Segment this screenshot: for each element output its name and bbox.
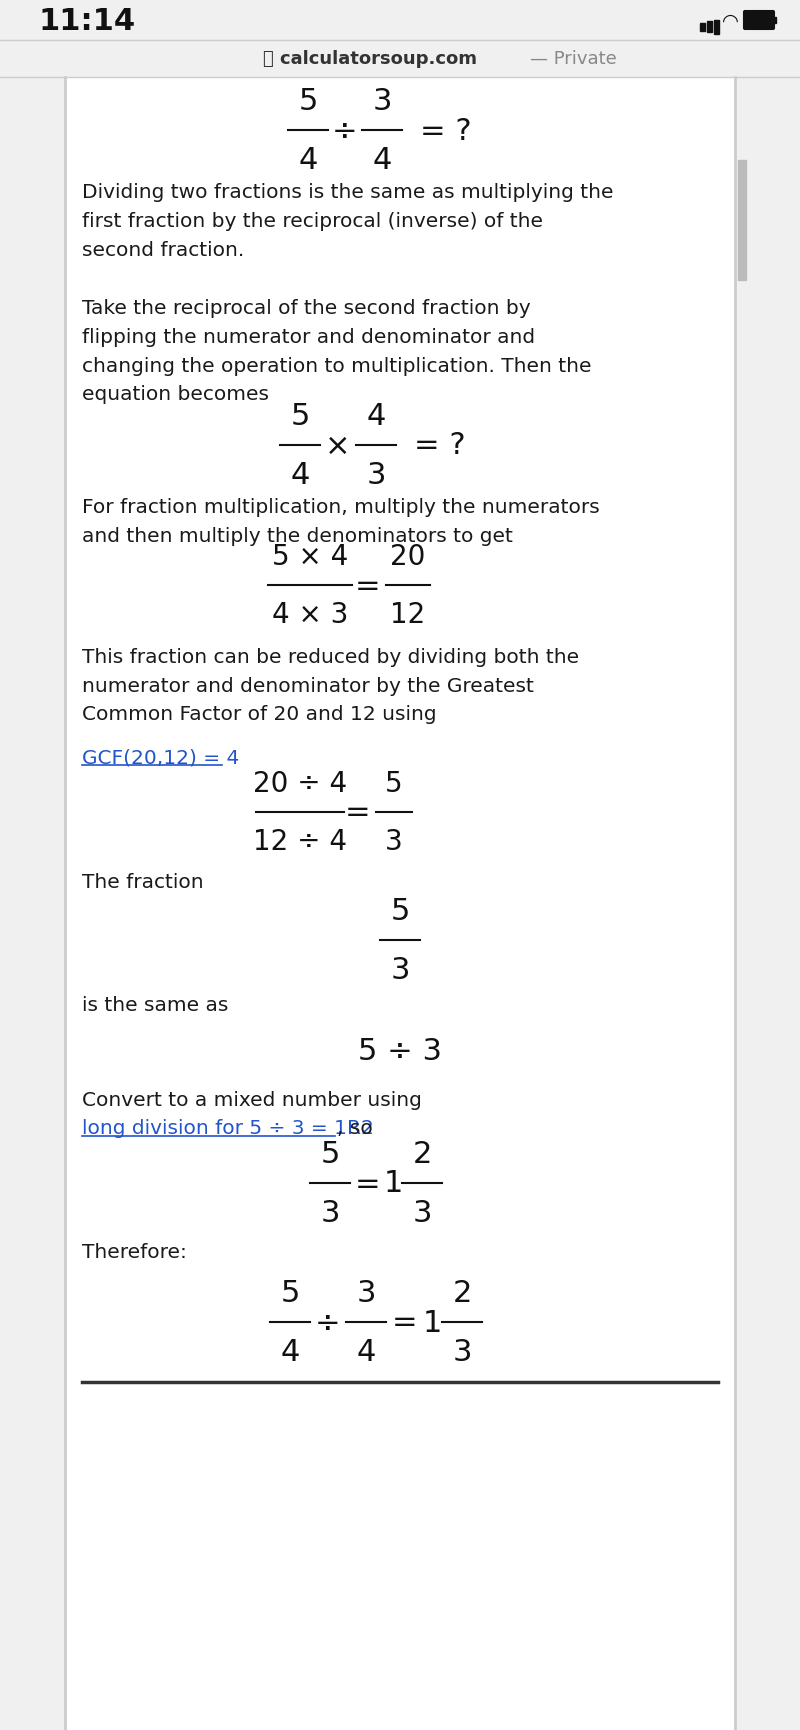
Text: = ?: = ? <box>414 431 466 460</box>
Text: For fraction multiplication, multiply the numerators
and then multiply the denom: For fraction multiplication, multiply th… <box>82 498 600 545</box>
Text: ÷: ÷ <box>332 116 358 145</box>
Text: 3: 3 <box>356 1278 376 1308</box>
Bar <box>738 161 746 280</box>
Text: — Private: — Private <box>530 50 617 67</box>
Text: 20 ÷ 4: 20 ÷ 4 <box>253 770 347 798</box>
Text: is the same as: is the same as <box>82 995 228 1014</box>
Text: Therefore:: Therefore: <box>82 1242 187 1261</box>
Text: This fraction can be reduced by dividing both the
numerator and denominator by t: This fraction can be reduced by dividing… <box>82 647 579 725</box>
Text: 5: 5 <box>290 401 310 431</box>
Text: =: = <box>345 798 371 827</box>
Text: =: = <box>355 571 381 600</box>
Text: 1: 1 <box>422 1308 442 1337</box>
Text: 5: 5 <box>390 896 410 926</box>
Text: 3: 3 <box>372 86 392 116</box>
Text: =: = <box>355 1169 381 1197</box>
Text: 4: 4 <box>290 460 310 490</box>
Text: 🔒 calculatorsoup.com: 🔒 calculatorsoup.com <box>263 50 477 67</box>
Text: 5: 5 <box>385 770 403 798</box>
Text: 5 ÷ 3: 5 ÷ 3 <box>358 1036 442 1066</box>
Text: 5: 5 <box>320 1140 340 1168</box>
Text: Take the reciprocal of the second fraction by
flipping the numerator and denomin: Take the reciprocal of the second fracti… <box>82 299 591 405</box>
Bar <box>707 22 712 33</box>
Bar <box>773 17 776 24</box>
Text: 4: 4 <box>280 1337 300 1367</box>
Text: = ?: = ? <box>420 116 472 145</box>
Text: 3: 3 <box>320 1199 340 1227</box>
Bar <box>65 78 735 1730</box>
Text: 4: 4 <box>356 1337 376 1367</box>
Text: 3: 3 <box>366 460 386 490</box>
Text: long division for 5 ÷ 3 = 1R2: long division for 5 ÷ 3 = 1R2 <box>82 1118 374 1137</box>
Text: 11:14: 11:14 <box>38 7 135 36</box>
Text: 2: 2 <box>412 1140 432 1168</box>
Text: 4: 4 <box>298 145 318 175</box>
Text: 5: 5 <box>280 1278 300 1308</box>
Text: 3: 3 <box>385 827 403 856</box>
Text: =: = <box>392 1308 418 1337</box>
Text: 3: 3 <box>452 1337 472 1367</box>
Text: 3: 3 <box>390 955 410 984</box>
Text: Convert to a mixed number using: Convert to a mixed number using <box>82 1090 422 1109</box>
Text: 12: 12 <box>390 600 426 628</box>
Text: 4: 4 <box>372 145 392 175</box>
Bar <box>714 21 719 35</box>
Bar <box>700 24 705 31</box>
Text: 20: 20 <box>390 543 426 571</box>
FancyBboxPatch shape <box>744 12 774 29</box>
Text: 3: 3 <box>412 1199 432 1227</box>
Text: ×: × <box>326 431 350 460</box>
Text: 12 ÷ 4: 12 ÷ 4 <box>253 827 347 856</box>
Text: The fraction: The fraction <box>82 872 204 891</box>
Text: 5: 5 <box>298 86 318 116</box>
Text: ÷: ÷ <box>315 1308 341 1337</box>
Text: 2: 2 <box>452 1278 472 1308</box>
Text: , so: , so <box>337 1118 373 1137</box>
Text: 5 × 4: 5 × 4 <box>272 543 348 571</box>
Text: GCF(20,12) = 4: GCF(20,12) = 4 <box>82 747 239 766</box>
Text: 1: 1 <box>383 1169 402 1197</box>
Text: Dividing two fractions is the same as multiplying the
first fraction by the reci: Dividing two fractions is the same as mu… <box>82 183 614 260</box>
Text: 4 × 3: 4 × 3 <box>272 600 348 628</box>
Text: ◠: ◠ <box>722 12 738 31</box>
Text: 4: 4 <box>366 401 386 431</box>
